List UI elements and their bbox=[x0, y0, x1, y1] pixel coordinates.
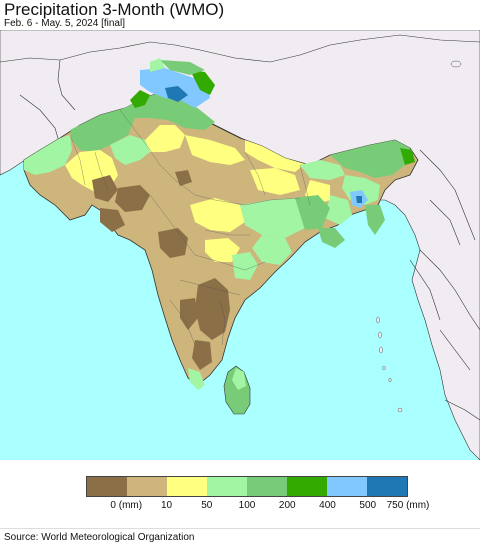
legend-swatch bbox=[167, 477, 207, 496]
legend-label: 10 bbox=[160, 500, 173, 511]
legend-swatch bbox=[327, 477, 367, 496]
legend-swatch bbox=[87, 477, 127, 496]
legend-swatch bbox=[247, 477, 287, 496]
legend-labels: 0 (mm) 10 50 100 200 400 500 750 (mm) bbox=[0, 500, 480, 514]
legend-colorbar bbox=[86, 476, 408, 497]
legend-swatch bbox=[127, 477, 167, 496]
footer: Source: World Meteorological Organizatio… bbox=[0, 528, 480, 547]
legend-label: 50 bbox=[201, 500, 213, 511]
outside-land-east bbox=[411, 249, 480, 460]
legend-label: 200 bbox=[278, 500, 296, 511]
map-subtitle: Feb. 6 - May. 5, 2024 [final] bbox=[4, 18, 125, 29]
source-credit: Source: World Meteorological Organizatio… bbox=[4, 532, 195, 543]
map-title: Precipitation 3-Month (WMO) bbox=[4, 0, 225, 19]
legend-label: 500 bbox=[359, 500, 377, 511]
precipitation-map bbox=[0, 30, 480, 460]
legend-swatch bbox=[287, 477, 327, 496]
legend-label: 750 (mm) bbox=[386, 500, 430, 511]
legend-label: 0 (mm) bbox=[110, 500, 143, 511]
legend-swatch bbox=[367, 477, 407, 496]
legend-label: 400 bbox=[319, 500, 336, 511]
legend-swatch bbox=[207, 477, 247, 496]
legend-label: 100 bbox=[238, 500, 256, 511]
